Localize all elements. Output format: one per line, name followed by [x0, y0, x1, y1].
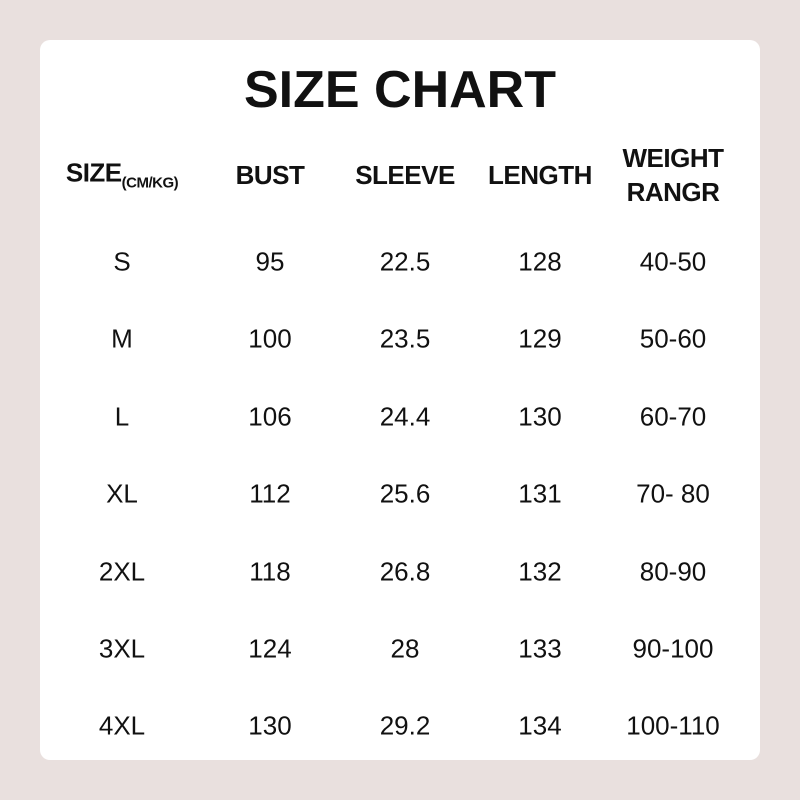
cell-bust: 106 [248, 401, 292, 432]
cell-sleeve: 26.8 [379, 556, 431, 587]
cell-length: 128 [518, 246, 562, 277]
size-chart-card [40, 40, 760, 760]
cell-weight: 70- 80 [636, 478, 710, 509]
cell-weight: 100-110 [626, 710, 720, 741]
header-size: SIZE(CM/KG) [65, 156, 179, 201]
header-size-label: SIZE [65, 157, 122, 188]
header-bust: BUST [235, 160, 305, 190]
cell-size: M [111, 323, 133, 354]
cell-length: 129 [518, 323, 562, 354]
cell-sleeve: 24.4 [379, 401, 431, 432]
cell-weight: 60-70 [639, 401, 707, 432]
page-title: SIZE CHART [244, 61, 556, 119]
cell-size: S [113, 246, 131, 277]
cell-length: 131 [518, 478, 562, 509]
cell-sleeve: 22.5 [379, 246, 431, 277]
cell-bust: 130 [248, 710, 292, 741]
cell-bust: 95 [255, 246, 285, 277]
cell-length: 133 [518, 633, 562, 664]
cell-size: 3XL [98, 633, 146, 664]
cell-sleeve: 25.6 [379, 478, 431, 509]
cell-length: 130 [518, 401, 562, 432]
header-sleeve: SLEEVE [355, 160, 455, 190]
header-weight-range: WEIGHT RANGR [622, 141, 725, 209]
cell-weight: 40-50 [639, 246, 707, 277]
cell-weight: 80-90 [639, 556, 707, 587]
cell-sleeve: 23.5 [379, 323, 431, 354]
cell-size: L [114, 401, 130, 432]
header-length: LENGTH [488, 160, 592, 190]
cell-sleeve: 29.2 [379, 710, 431, 741]
cell-length: 132 [518, 556, 562, 587]
header-weight-line1: WEIGHT [622, 143, 725, 173]
cell-bust: 124 [248, 633, 292, 664]
cell-weight: 50-60 [639, 323, 707, 354]
cell-bust: 112 [249, 478, 291, 509]
cell-sleeve: 28 [390, 633, 420, 664]
cell-bust: 100 [248, 323, 292, 354]
cell-size: XL [106, 478, 138, 509]
cell-length: 134 [518, 710, 562, 741]
header-weight-line2: RANGR [626, 177, 720, 207]
cell-size: 2XL [98, 556, 146, 587]
cell-weight: 90-100 [632, 633, 714, 664]
cell-bust: 118 [249, 556, 291, 587]
header-size-unit: (CM/KG) [121, 174, 179, 192]
cell-size: 4XL [98, 710, 146, 741]
